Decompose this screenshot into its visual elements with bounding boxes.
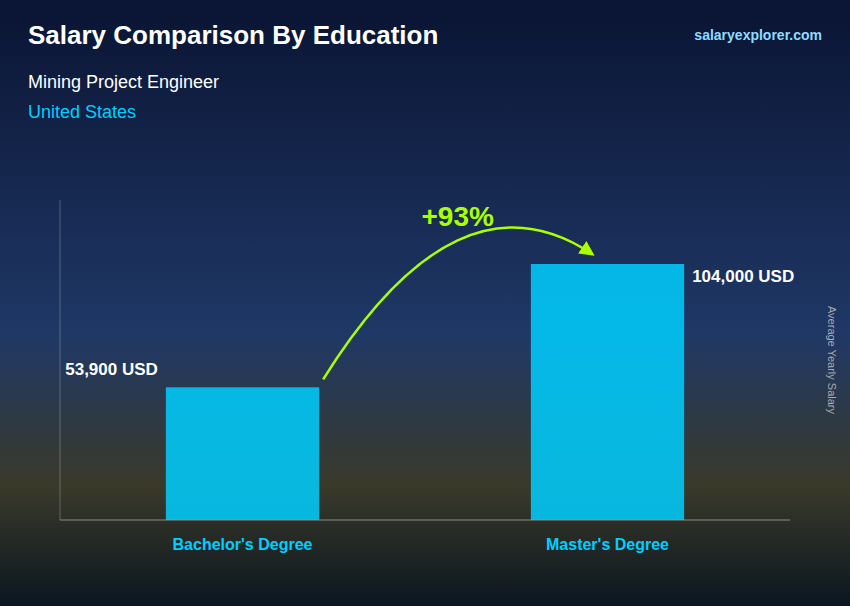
bar (166, 387, 319, 520)
bar (531, 264, 684, 520)
y-axis-label: Average Yearly Salary (826, 306, 838, 415)
source: salaryexplorer.com (694, 27, 822, 43)
data-label: 104,000 USD (692, 267, 794, 286)
subtitle: Mining Project Engineer (28, 72, 219, 92)
title: Salary Comparison By Education (28, 20, 438, 50)
chart-container: Salary Comparison By Education Mining Pro… (0, 0, 850, 606)
y-axis-line (60, 200, 61, 520)
bars (166, 264, 684, 520)
data-label: 53,900 USD (65, 360, 158, 379)
pct-change: +93% (421, 201, 493, 232)
category-label: Bachelor's Degree (173, 536, 313, 553)
subtitle-country: United States (28, 102, 136, 122)
chart-svg: Salary Comparison By Education Mining Pro… (0, 0, 850, 606)
background (0, 0, 850, 606)
change-arrow (323, 227, 592, 379)
category-label: Master's Degree (546, 536, 669, 553)
